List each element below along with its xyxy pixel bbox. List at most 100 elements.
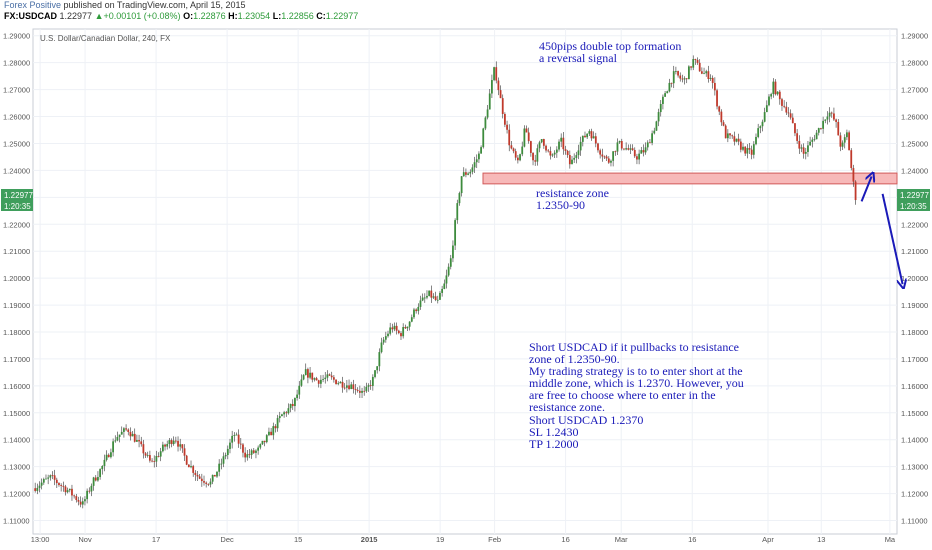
candle-body [84, 499, 86, 502]
candle-body [320, 379, 322, 384]
candle-body [837, 121, 840, 136]
symbol-label: FX:USDCAD [4, 11, 57, 21]
y-tick-label-left: 1.17000 [3, 355, 30, 364]
low-label: L: [272, 11, 282, 21]
y-tick-label-right: 1.15000 [901, 409, 928, 418]
candle-body [272, 426, 275, 436]
candle-body [774, 81, 777, 95]
y-tick-label-left: 1.27000 [3, 86, 30, 95]
candle-body [694, 59, 697, 60]
candle-body [200, 478, 203, 482]
candle-body [317, 380, 320, 384]
candle-body [237, 434, 240, 444]
candle-body [138, 440, 140, 442]
high-label: H: [228, 11, 238, 21]
candle-body [322, 379, 324, 380]
y-tick-label-left: 1.15000 [3, 409, 30, 418]
candle-body [170, 440, 173, 445]
candle-body [423, 297, 426, 299]
candle-body [153, 461, 156, 462]
strategy-line-2: zone of 1.2350-90. [529, 352, 620, 366]
candle-body [471, 167, 474, 172]
y-tick-label-right: 1.25000 [901, 139, 928, 148]
candle-body [97, 477, 99, 481]
candle-body [796, 133, 799, 141]
candle-body [739, 141, 742, 150]
candle-body [101, 466, 104, 470]
close-value: 1.22977 [325, 11, 359, 21]
gridlines [33, 29, 897, 534]
candle-body [218, 463, 221, 472]
x-tick-label: Nov [78, 535, 92, 544]
candle-body [497, 80, 500, 91]
candle-body [683, 78, 686, 80]
candle-body [155, 456, 158, 462]
candle-body [742, 146, 744, 150]
candle-body [185, 455, 188, 465]
candle-body [783, 105, 786, 107]
candle-body [707, 71, 710, 79]
candle-body [157, 456, 160, 457]
y-tick-label-right: 1.26000 [901, 113, 928, 122]
candle-body [703, 73, 705, 75]
candle-body [211, 474, 214, 482]
candle-body [187, 464, 190, 468]
strategy-note: Short USDCAD if it pullbacks to resistan… [529, 341, 744, 413]
candle-body [566, 150, 569, 156]
y-tick-label-right: 1.20000 [901, 274, 928, 283]
candle-body [441, 288, 444, 293]
candle-body [687, 66, 690, 80]
candle-body [389, 327, 392, 334]
candle-body [62, 485, 65, 487]
candle-body [839, 135, 842, 147]
candle-body [850, 150, 853, 169]
y-tick-label-left: 1.20000 [3, 274, 30, 283]
candle-body [430, 290, 433, 298]
candle-body [384, 336, 387, 340]
candle-body [480, 147, 482, 154]
y-tick-label-left: 1.12000 [3, 490, 30, 499]
candle-body [194, 472, 197, 475]
candle-body [415, 309, 418, 312]
countdown-tag-left: 1:20:35 [4, 202, 31, 211]
candle-body [772, 81, 775, 95]
candle-body [649, 142, 651, 144]
candle-body [213, 474, 216, 477]
y-tick-label-left: 1.26000 [3, 113, 30, 122]
candle-body [733, 136, 736, 142]
candle-body [356, 389, 359, 391]
candle-body [610, 160, 612, 163]
candle-body [328, 374, 331, 376]
candle-body [789, 113, 792, 118]
y-tick-label-left: 1.24000 [3, 166, 30, 175]
candle-body [802, 147, 805, 154]
candle-body [705, 71, 708, 74]
candle-body [66, 490, 69, 493]
x-tick-label: Dec [220, 535, 234, 544]
candle-body [374, 370, 376, 377]
candle-body [51, 475, 54, 477]
candle-body [616, 142, 619, 152]
candle-body [657, 112, 660, 122]
candle-body [679, 75, 682, 79]
y-tick-label-right: 1.17000 [901, 355, 928, 364]
candle-body [164, 444, 166, 447]
candle-body [278, 416, 281, 419]
candle-body [300, 379, 303, 386]
x-tick-label: 16 [688, 535, 696, 544]
publisher-name[interactable]: Forex Positive [4, 0, 62, 10]
candle-body [551, 154, 554, 156]
candle-body [529, 141, 532, 153]
candle-body [224, 455, 227, 457]
candle-body [335, 379, 337, 385]
candle-body [558, 141, 560, 150]
candle-body [255, 450, 257, 453]
candle-body [486, 109, 489, 118]
candle-body [86, 490, 89, 500]
candle-body [382, 339, 385, 343]
candle-body [547, 150, 550, 152]
candle-body [720, 111, 723, 123]
candle-body [404, 327, 407, 329]
candle-body [421, 297, 424, 301]
